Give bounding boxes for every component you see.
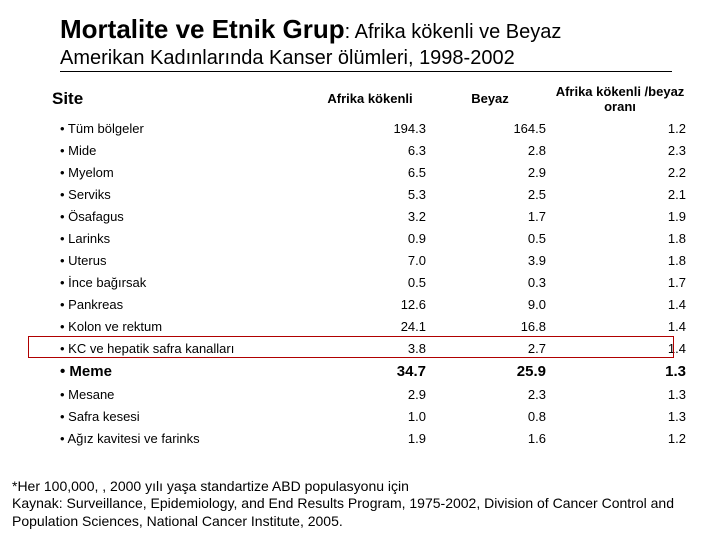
table-header-row: Site Afrika kökenli Beyaz Afrika kökenli… [50,80,690,117]
cell-site: • Serviks [50,183,310,205]
cell-african: 7.0 [310,249,430,271]
cell-site: • KC ve hepatik safra kanalları [50,337,310,359]
cell-site: • Ösafagus [50,205,310,227]
cell-ratio: 1.3 [550,359,690,383]
footnote-line1: *Her 100,000, , 2000 yılı yaşa standarti… [12,478,702,496]
cell-site: • Ağız kavitesi ve farinks [50,427,310,449]
cell-ratio: 1.2 [550,117,690,139]
cell-ratio: 1.3 [550,383,690,405]
cell-african: 6.3 [310,139,430,161]
cell-white: 1.6 [430,427,550,449]
title-block: Mortalite ve Etnik Grup: Afrika kökenli … [60,14,680,72]
table-row: • Uterus7.03.91.8 [50,249,690,271]
cell-white: 2.9 [430,161,550,183]
cell-ratio: 1.2 [550,427,690,449]
table-row: • Mide6.32.82.3 [50,139,690,161]
cell-african: 3.2 [310,205,430,227]
table-row: • Tüm bölgeler194.3164.51.2 [50,117,690,139]
cell-site: • Mesane [50,383,310,405]
cell-white: 9.0 [430,293,550,315]
title-main: Mortalite ve Etnik Grup [60,14,345,44]
title-sub1: : Afrika kökenli ve Beyaz [345,21,562,43]
table-row: • KC ve hepatik safra kanalları3.82.71.4 [50,337,690,359]
mortality-table: Site Afrika kökenli Beyaz Afrika kökenli… [50,80,690,449]
cell-site: • Myelom [50,161,310,183]
cell-african: 34.7 [310,359,430,383]
cell-african: 1.0 [310,405,430,427]
cell-ratio: 1.9 [550,205,690,227]
cell-site: • Uterus [50,249,310,271]
cell-white: 0.3 [430,271,550,293]
cell-white: 3.9 [430,249,550,271]
cell-site: • Kolon ve rektum [50,315,310,337]
cell-african: 12.6 [310,293,430,315]
cell-african: 5.3 [310,183,430,205]
cell-site: • Safra kesesi [50,405,310,427]
cell-site: • Tüm bölgeler [50,117,310,139]
cell-african: 6.5 [310,161,430,183]
cell-white: 164.5 [430,117,550,139]
cell-ratio: 2.2 [550,161,690,183]
table-row: • Serviks5.32.52.1 [50,183,690,205]
cell-white: 0.8 [430,405,550,427]
cell-ratio: 1.8 [550,249,690,271]
cell-ratio: 1.4 [550,293,690,315]
col-header-site: Site [50,80,310,117]
cell-african: 0.5 [310,271,430,293]
title-sub2: Amerikan Kadınlarında Kanser ölümleri, 1… [60,47,672,72]
table-row: • İnce bağırsak0.50.31.7 [50,271,690,293]
table-row: • Pankreas12.69.01.4 [50,293,690,315]
table-row: • Larinks0.90.51.8 [50,227,690,249]
cell-african: 24.1 [310,315,430,337]
cell-african: 2.9 [310,383,430,405]
table-row: • Meme34.725.91.3 [50,359,690,383]
cell-ratio: 2.1 [550,183,690,205]
cell-white: 2.8 [430,139,550,161]
col-header-ratio: Afrika kökenli /beyaz oranı [550,80,690,117]
cell-ratio: 1.8 [550,227,690,249]
cell-site: • Larinks [50,227,310,249]
cell-site: • Mide [50,139,310,161]
cell-ratio: 2.3 [550,139,690,161]
cell-white: 2.7 [430,337,550,359]
table-row: • Ösafagus3.21.71.9 [50,205,690,227]
footnote-line2: Kaynak: Surveillance, Epidemiology, and … [12,495,702,530]
table-row: • Ağız kavitesi ve farinks1.91.61.2 [50,427,690,449]
table-row: • Mesane2.92.31.3 [50,383,690,405]
table-row: • Kolon ve rektum24.116.81.4 [50,315,690,337]
col-header-african: Afrika kökenli [310,80,430,117]
cell-african: 1.9 [310,427,430,449]
cell-ratio: 1.4 [550,337,690,359]
cell-african: 194.3 [310,117,430,139]
cell-site: • İnce bağırsak [50,271,310,293]
cell-white: 2.3 [430,383,550,405]
cell-white: 2.5 [430,183,550,205]
footnote: *Her 100,000, , 2000 yılı yaşa standarti… [12,478,702,531]
cell-site: • Pankreas [50,293,310,315]
cell-white: 0.5 [430,227,550,249]
cell-white: 16.8 [430,315,550,337]
table-row: • Myelom6.52.92.2 [50,161,690,183]
cell-ratio: 1.7 [550,271,690,293]
table-row: • Safra kesesi1.00.81.3 [50,405,690,427]
cell-ratio: 1.4 [550,315,690,337]
cell-ratio: 1.3 [550,405,690,427]
cell-african: 3.8 [310,337,430,359]
cell-african: 0.9 [310,227,430,249]
cell-white: 25.9 [430,359,550,383]
cell-white: 1.7 [430,205,550,227]
col-header-white: Beyaz [430,80,550,117]
cell-site: • Meme [50,359,310,383]
